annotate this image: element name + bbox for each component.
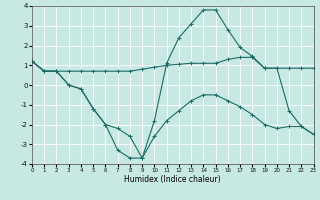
X-axis label: Humidex (Indice chaleur): Humidex (Indice chaleur) (124, 175, 221, 184)
